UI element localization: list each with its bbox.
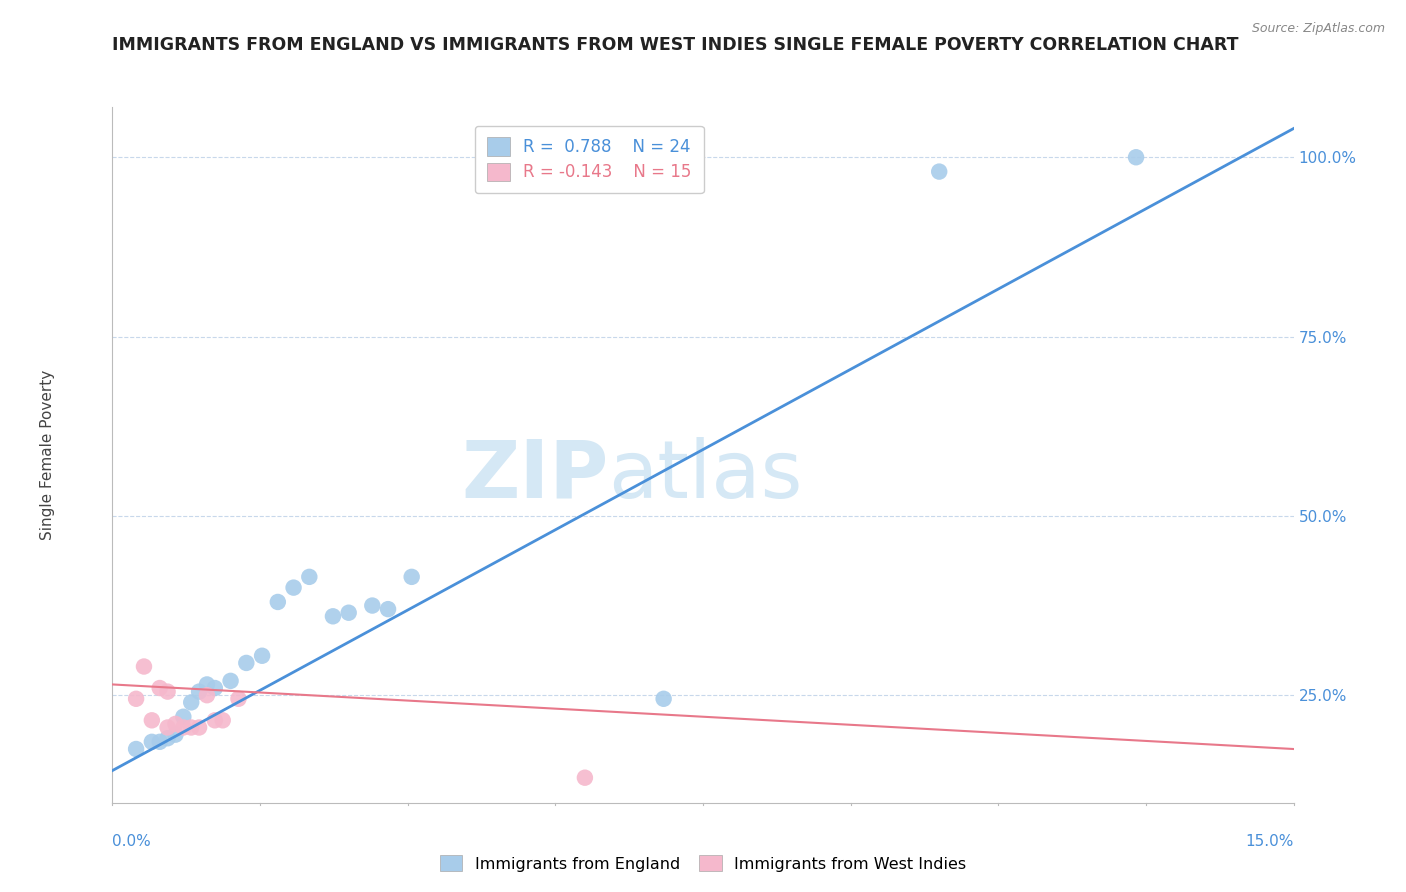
Point (574, 771, 596, 785)
Text: IMMIGRANTS FROM ENGLAND VS IMMIGRANTS FROM WEST INDIES SINGLE FEMALE POVERTY COR: IMMIGRANTS FROM ENGLAND VS IMMIGRANTS FR… (112, 36, 1239, 54)
Point (125, 691, 148, 706)
Point (125, 742, 148, 756)
Point (188, 721, 211, 735)
Point (188, 684, 211, 698)
Text: ZIP: ZIP (461, 437, 609, 515)
Point (141, 714, 163, 728)
Point (132, 659, 155, 673)
Point (156, 721, 179, 735)
Point (1125, 150, 1147, 164)
Text: Source: ZipAtlas.com: Source: ZipAtlas.com (1251, 22, 1385, 36)
Point (172, 721, 194, 735)
Legend: Immigrants from England, Immigrants from West Indies: Immigrants from England, Immigrants from… (432, 847, 974, 880)
Point (172, 710, 194, 724)
Point (165, 717, 187, 731)
Text: 0.0%: 0.0% (112, 834, 152, 849)
Point (149, 681, 172, 695)
Point (211, 714, 233, 728)
Point (652, 691, 675, 706)
Point (228, 691, 250, 706)
Point (337, 606, 360, 620)
Point (156, 731, 179, 746)
Point (377, 602, 399, 616)
Point (235, 656, 257, 670)
Point (928, 164, 950, 178)
Point (180, 721, 202, 735)
Point (165, 728, 187, 742)
Point (204, 681, 226, 695)
Point (149, 735, 172, 749)
Legend: R =  0.788    N = 24, R = -0.143    N = 15: R = 0.788 N = 24, R = -0.143 N = 15 (475, 126, 703, 194)
Text: atlas: atlas (609, 437, 803, 515)
Point (298, 570, 321, 584)
Point (401, 570, 423, 584)
Point (156, 684, 179, 698)
Point (283, 581, 305, 595)
Point (219, 673, 242, 688)
Point (267, 595, 290, 609)
Point (250, 648, 273, 663)
Point (195, 688, 218, 702)
Text: 15.0%: 15.0% (1246, 834, 1294, 849)
Point (322, 609, 344, 624)
Text: Single Female Poverty: Single Female Poverty (39, 370, 55, 540)
Point (204, 714, 226, 728)
Point (361, 599, 384, 613)
Point (195, 677, 218, 691)
Point (180, 695, 202, 709)
Point (141, 735, 163, 749)
